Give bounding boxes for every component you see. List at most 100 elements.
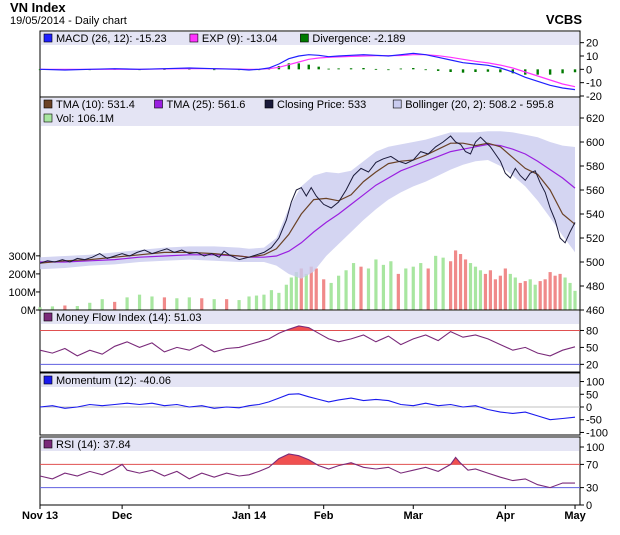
volume-bar	[381, 264, 386, 310]
overbought-area	[40, 454, 575, 465]
xtick-label: Mar	[403, 510, 423, 522]
ytick-label-price: 480	[586, 281, 604, 293]
divergence-bar	[387, 69, 390, 71]
ytick-label-momentum: 0	[586, 402, 592, 414]
divergence-bar	[461, 69, 465, 73]
divergence-bar	[317, 66, 320, 70]
ytick-label-price: 600	[586, 137, 604, 149]
volume-bar	[513, 277, 517, 310]
legend-swatch-macd	[300, 33, 309, 43]
legend-swatch-price	[392, 99, 402, 109]
ytick-label-rsi: 0	[586, 500, 592, 512]
volume-bar	[225, 299, 229, 310]
volume-bar	[337, 275, 341, 310]
volume-bar	[523, 281, 527, 310]
volume-bar	[498, 275, 502, 310]
xtick-label: Dec	[112, 510, 132, 522]
legend-bg-momentum	[41, 374, 579, 387]
volume-bar	[448, 261, 453, 310]
ytick-label-momentum: -50	[586, 415, 602, 427]
rsi-line	[39, 453, 576, 489]
volume-bar	[289, 277, 293, 310]
legend-swatch-price	[43, 99, 53, 109]
legend-label-mfi: Money Flow Index (14): 51.03	[56, 312, 202, 324]
volume-bar	[322, 279, 326, 310]
volume-bar	[453, 250, 458, 310]
divergence-bar	[449, 69, 452, 72]
volume-bar	[75, 306, 79, 310]
divergence-bar	[486, 69, 490, 72]
chart-title: VN Index	[10, 0, 66, 15]
divergence-bar	[349, 68, 353, 70]
vol-tick-label: 200M	[8, 269, 36, 281]
volume-bar	[389, 261, 393, 310]
volume-bar	[528, 279, 532, 310]
ytick-label-rsi: 100	[586, 442, 604, 454]
volume-bar	[434, 255, 438, 310]
tma10-line	[39, 142, 576, 264]
volume-bar	[404, 268, 408, 310]
divergence-bar	[536, 69, 539, 75]
legend-label-macd: Divergence: -2.189	[312, 33, 405, 45]
volume-bar	[137, 294, 142, 310]
ytick-label-momentum: 100	[586, 377, 604, 389]
volume-bar	[187, 297, 191, 310]
ytick-label-momentum: 50	[586, 389, 598, 401]
volume-bar	[563, 277, 567, 310]
divergence-bar	[412, 68, 415, 70]
divergence-bar	[499, 69, 502, 73]
ytick-label-price: 500	[586, 257, 604, 269]
momentum-line	[39, 393, 576, 421]
divergence-bar	[327, 68, 330, 70]
xtick-label: May	[564, 510, 586, 522]
divergence-bar	[548, 69, 552, 75]
legend-swatch-mfi	[43, 312, 53, 322]
volume-bar	[366, 268, 371, 310]
legend-bg-macd	[41, 32, 579, 45]
volume-bar	[538, 281, 542, 310]
divergence-bar	[307, 64, 310, 70]
volume-bar	[314, 268, 318, 310]
legend-label-rsi: RSI (14): 37.84	[56, 439, 131, 451]
divergence-bar	[424, 69, 427, 71]
overbought-area	[285, 326, 314, 331]
legend-bg-price	[41, 98, 579, 126]
legend-swatch-momentum	[43, 375, 53, 385]
volume-bar	[113, 301, 117, 310]
legend-label-price: Vol: 106.1M	[56, 113, 114, 125]
volume-bar	[247, 296, 251, 310]
ytick-label-price: 620	[586, 113, 604, 125]
divergence-bar	[399, 68, 403, 70]
volume-bar	[309, 266, 313, 310]
volume-bar	[277, 292, 281, 310]
volume-bar	[284, 284, 288, 310]
legend-label-macd: MACD (26, 12): -15.23	[56, 33, 167, 45]
volume-bar	[125, 297, 129, 310]
volume-bar	[478, 270, 483, 310]
divergence-bar	[573, 69, 577, 73]
macd-line	[39, 52, 576, 91]
xtick-label: Nov 13	[22, 510, 58, 522]
volume-bar	[483, 273, 488, 310]
volume-bar	[269, 290, 274, 310]
volume-bar	[150, 296, 154, 310]
ytick-label-mfi: 50	[586, 342, 598, 354]
volume-bar	[543, 279, 547, 310]
volume-bar	[359, 266, 363, 310]
xtick-label: Jan 14	[232, 510, 267, 522]
divergence-bar	[337, 68, 340, 70]
ytick-label-macd: 0	[586, 64, 592, 76]
volume-bar	[558, 273, 562, 310]
volume-bar	[553, 275, 557, 310]
volume-bar	[100, 299, 104, 310]
tma25-line	[40, 143, 576, 263]
chart-subtitle: 19/05/2014 - Daily chart	[10, 15, 127, 27]
volume-bar	[162, 297, 167, 310]
volume-bar	[493, 279, 497, 310]
chart-source: VCBS	[545, 12, 582, 27]
volume-bar	[468, 263, 473, 310]
volume-bar	[200, 298, 204, 310]
ytick-label-macd: 20	[586, 38, 598, 50]
volume-bar	[237, 300, 241, 310]
